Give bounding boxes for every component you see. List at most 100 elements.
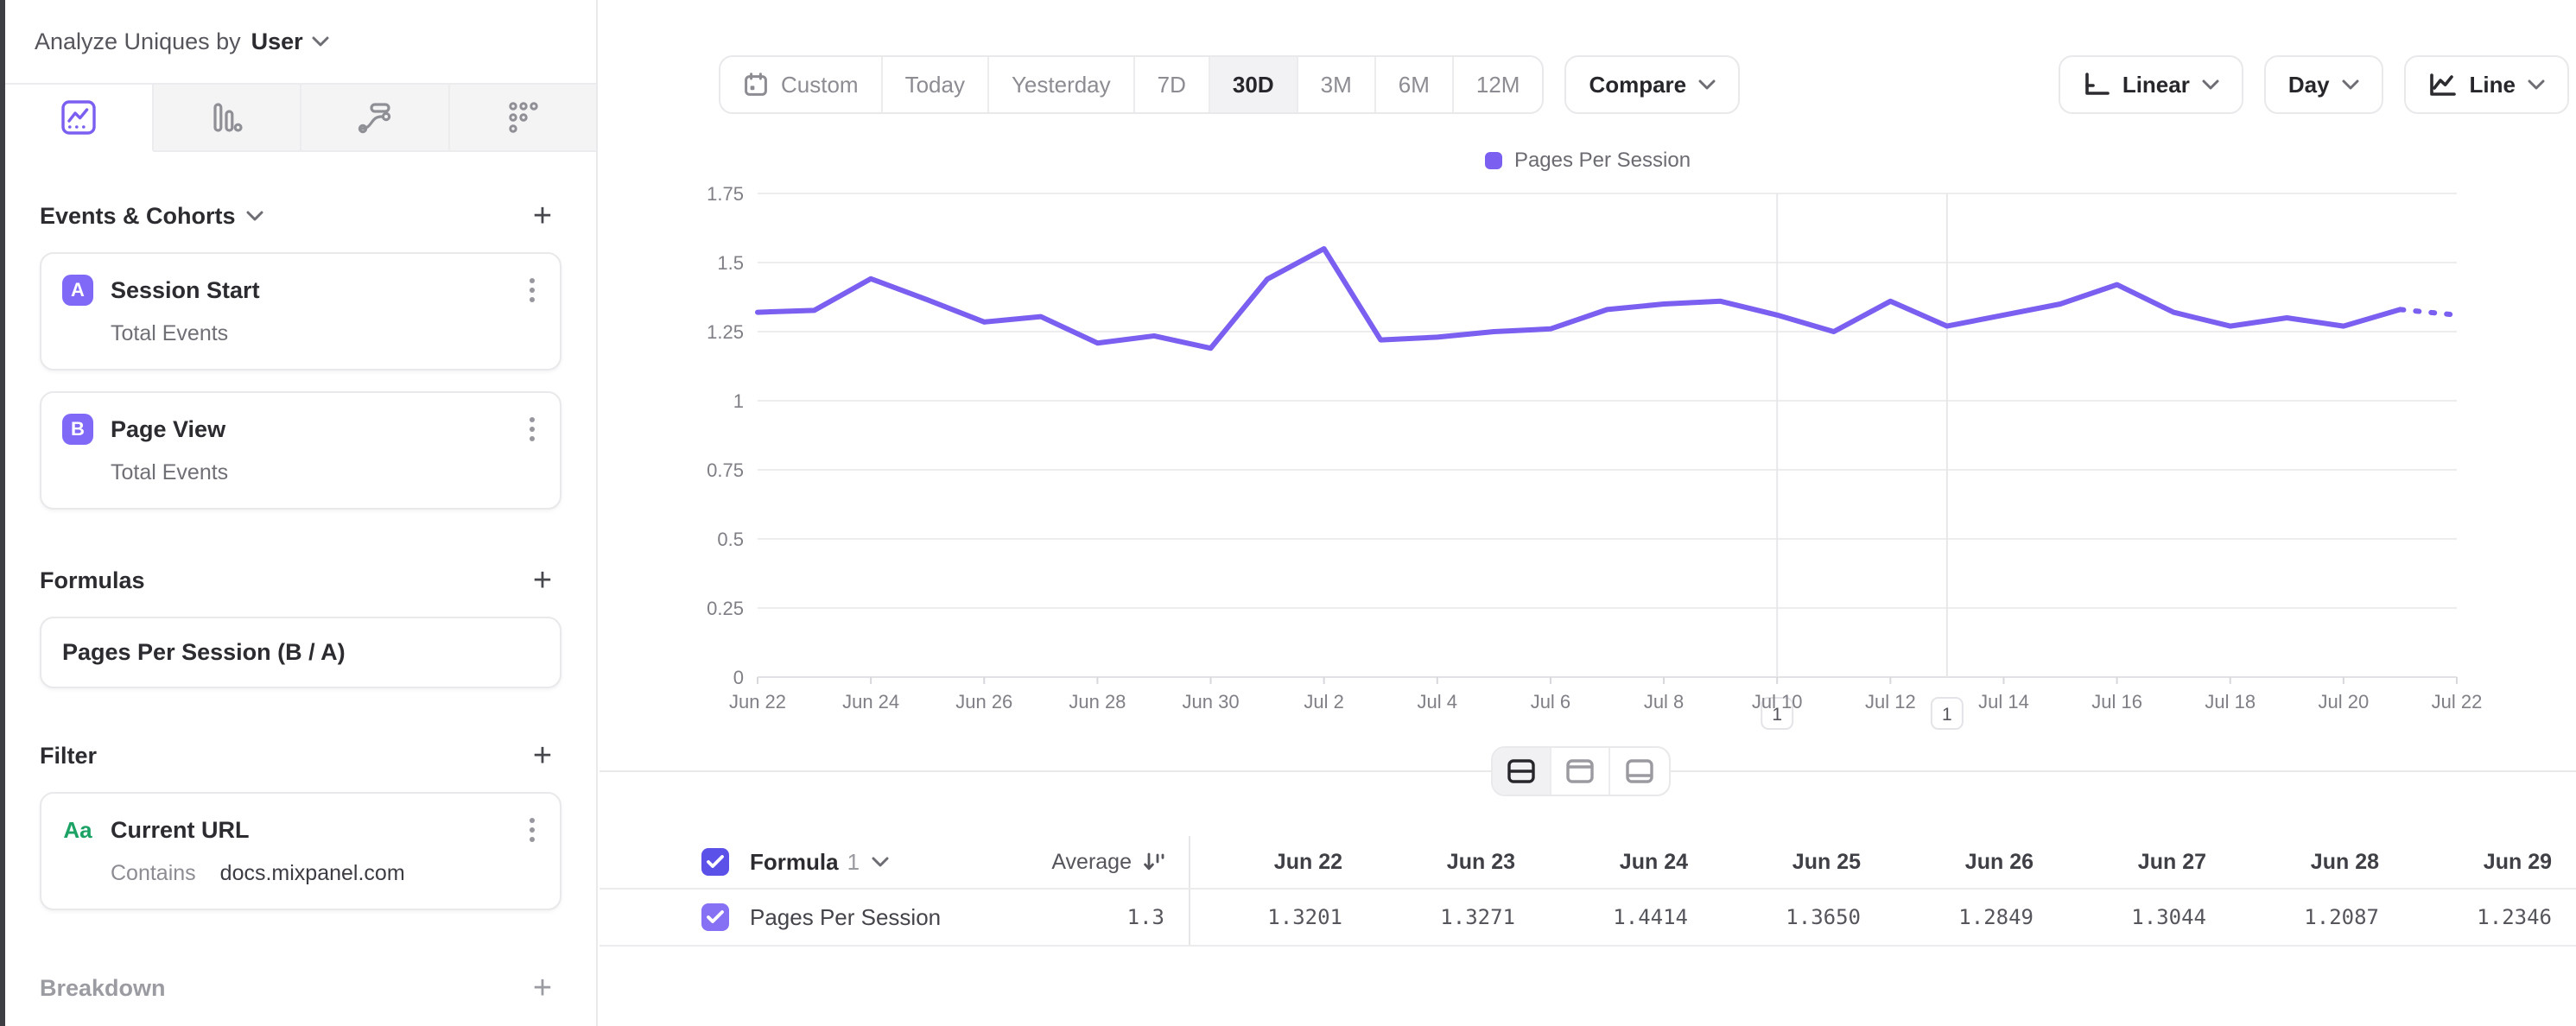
event-badge-a: A [62,275,93,306]
filter-value[interactable]: docs.mixpanel.com [219,861,405,885]
cell-value: 1.3650 [1786,905,1861,929]
series-checkbox[interactable] [701,903,729,931]
chevron-down-icon[interactable] [872,857,889,867]
split-layout-icon [1507,759,1535,783]
event-a-measurement[interactable]: Total Events [111,321,229,345]
x-axis-label: Jul 12 [1865,691,1916,712]
date-column-header[interactable]: Jun 29 [2483,849,2552,874]
event-b-measurement[interactable]: Total Events [111,460,229,484]
add-formula-button[interactable]: + [532,561,553,598]
add-filter-button[interactable]: + [532,737,553,774]
line-chart[interactable]: 0 0.25 0.5 0.75 1 1.25 1.5 1.75 1 1 Jun 22 Jun 24 Ju… [600,0,2576,746]
scale-selector-button[interactable]: Linear [2058,55,2243,114]
average-column-label[interactable]: Average [1051,849,1132,874]
tab-flows[interactable] [301,85,450,150]
tab-funnels[interactable] [154,85,301,150]
kebab-menu-icon [530,818,535,842]
add-breakdown-button[interactable]: + [532,969,553,1006]
event-card-b[interactable]: B Page View Total Events [40,391,562,510]
layout-split-button[interactable] [1493,748,1551,795]
chevron-down-icon[interactable] [246,211,263,221]
y-axis-label: 1.25 [707,321,744,343]
x-axis-label: Jul 4 [1418,691,1457,712]
filter-menu-button[interactable] [525,813,539,847]
visualization-tabs [5,83,596,152]
date-column-header[interactable]: Jun 26 [1964,849,2034,874]
date-column-header[interactable]: Jun 25 [1792,849,1861,874]
legend-label[interactable]: Pages Per Session [1513,149,1691,172]
date-range-3m[interactable]: 3M [1298,57,1376,112]
filter-card[interactable]: Aa Current URL Contains docs.mixpanel.co… [40,792,562,910]
entity-value: User [251,28,303,54]
date-range-7d[interactable]: 7D [1135,57,1210,112]
table-data-row[interactable]: Pages Per Session 1.3 1.3201 1.3271 1.4414… [600,890,2576,947]
date-column-header[interactable]: Jun 23 [1446,849,1515,874]
x-axis-label: Jul 6 [1531,691,1570,712]
line-chart-icon [61,100,96,135]
date-column-headers: Jun 22 Jun 23 Jun 24 Jun 25 Jun 26 Jun 27 Jun … [1190,850,2573,875]
cell-value: 1.3044 [2131,905,2206,929]
formula-card[interactable]: Pages Per Session (B / A) [40,617,562,688]
results-table: Formula 1 Average Jun 22 Jun 23 Jun 24 Jun … [600,836,2576,947]
event-a-menu-button[interactable] [525,273,539,307]
select-all-checkbox[interactable] [701,848,729,876]
breakdown-section-header: Breakdown + [40,969,562,1007]
date-range-12m[interactable]: 12M [1475,71,1520,98]
date-column-header[interactable]: Jun 22 [1273,849,1342,874]
x-axis-label: Jun 24 [842,691,899,712]
filter-section-title: Filter [40,742,98,769]
event-badge-b: B [62,414,93,445]
date-range-selector: Custom Today Yesterday 7D 30D 3M 6M 12M [719,55,1545,114]
layout-chart-button[interactable] [1551,748,1610,795]
check-icon [707,910,724,923]
add-event-button[interactable]: + [532,197,553,234]
formula-column-label[interactable]: Formula [750,848,839,875]
date-column-header[interactable]: Jun 28 [2310,849,2379,874]
bottom-bar-layout-icon [1626,759,1653,783]
sort-icon[interactable] [1142,851,1164,873]
table-header-row: Formula 1 Average Jun 22 Jun 23 Jun 24 Jun … [600,836,2576,890]
date-column-header[interactable]: Jun 27 [2137,849,2206,874]
bar-chart-icon [213,103,243,132]
line-chart-type-icon [2429,73,2456,96]
window-edge [0,0,5,1026]
cell-value: 1.2849 [1958,905,2034,929]
event-b-menu-button[interactable] [525,412,539,446]
date-range-30d[interactable]: 30D [1209,57,1298,112]
x-axis-label: Jul 22 [2432,691,2483,712]
date-range-today[interactable]: Today [883,57,989,112]
x-axis-label: Jul 16 [2091,691,2142,712]
date-range-custom[interactable]: Custom [720,57,883,112]
entity-selector[interactable]: User [251,28,329,55]
chart-display-controls: Linear Day Line [2058,55,2569,114]
chevron-down-icon [312,36,329,47]
average-value: 1.3 [1126,905,1164,929]
top-bar-layout-icon [1566,759,1594,783]
series-line-incomplete-dotted[interactable] [2397,307,2459,318]
y-axis-label: 1 [733,390,744,412]
annotation-badge-label: 1 [1942,705,1952,725]
layout-table-button[interactable] [1610,748,1669,795]
x-axis-label: Jul 2 [1304,691,1343,712]
layout-toggle-group [1491,746,1671,796]
date-range-6m[interactable]: 6M [1376,57,1454,112]
compare-button[interactable]: Compare [1564,55,1741,114]
formula-expression: Pages Per Session (B / A) [62,639,346,665]
event-card-a[interactable]: A Session Start Total Events [40,252,562,370]
annotation-badge[interactable] [1761,697,1794,730]
tab-retention[interactable] [450,85,597,150]
y-axis-label: 0 [733,667,744,688]
date-column-header[interactable]: Jun 24 [1619,849,1688,874]
formulas-section-title: Formulas [40,567,145,593]
date-column-values: 1.3201 1.3271 1.4414 1.3650 1.2849 1.3044 1.20… [1190,905,2573,929]
date-range-yesterday[interactable]: Yesterday [989,57,1135,112]
filter-operator[interactable]: Contains [111,861,196,885]
flows-icon [358,103,390,134]
chart-type-selector-button[interactable]: Line [2403,55,2569,114]
series-line[interactable] [755,246,2403,352]
annotation-badge[interactable] [1930,697,1964,730]
y-axis-label: 0.75 [707,459,744,481]
tab-insights[interactable] [5,85,154,152]
granularity-selector-button[interactable]: Day [2263,55,2383,114]
